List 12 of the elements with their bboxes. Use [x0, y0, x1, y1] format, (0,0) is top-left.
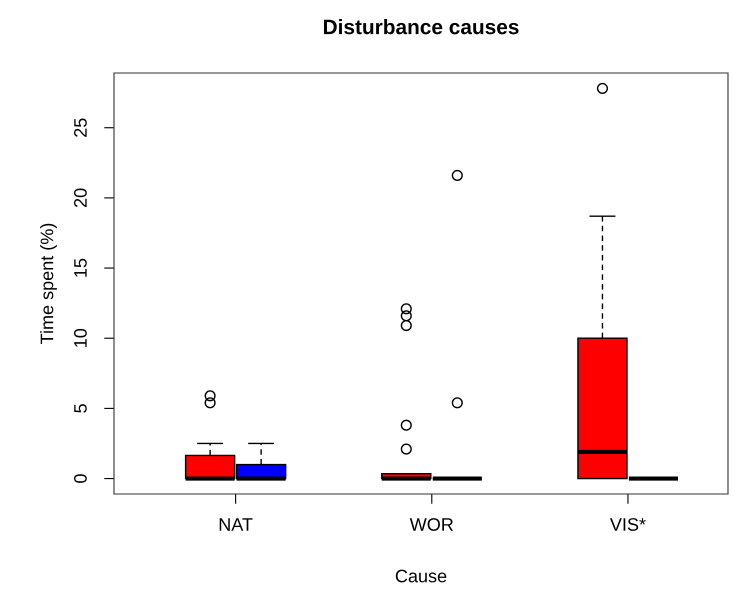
y-tick-label: 15 [74, 258, 87, 277]
y-axis-title: Time spent (%) [40, 224, 57, 344]
x-tick-label: VIS* [610, 518, 646, 531]
y-tick-label: 25 [74, 118, 87, 137]
y-tick-label: 0 [74, 474, 87, 483]
y-tick-label: 5 [74, 404, 87, 413]
chart-title: Disturbance causes [324, 19, 519, 34]
x-tick-label: NAT [220, 518, 253, 531]
x-tick-label: WOR [410, 518, 454, 531]
y-tick-label: 20 [74, 188, 87, 208]
x-axis-title: Cause [396, 570, 446, 582]
y-tick-label: 10 [74, 328, 87, 347]
